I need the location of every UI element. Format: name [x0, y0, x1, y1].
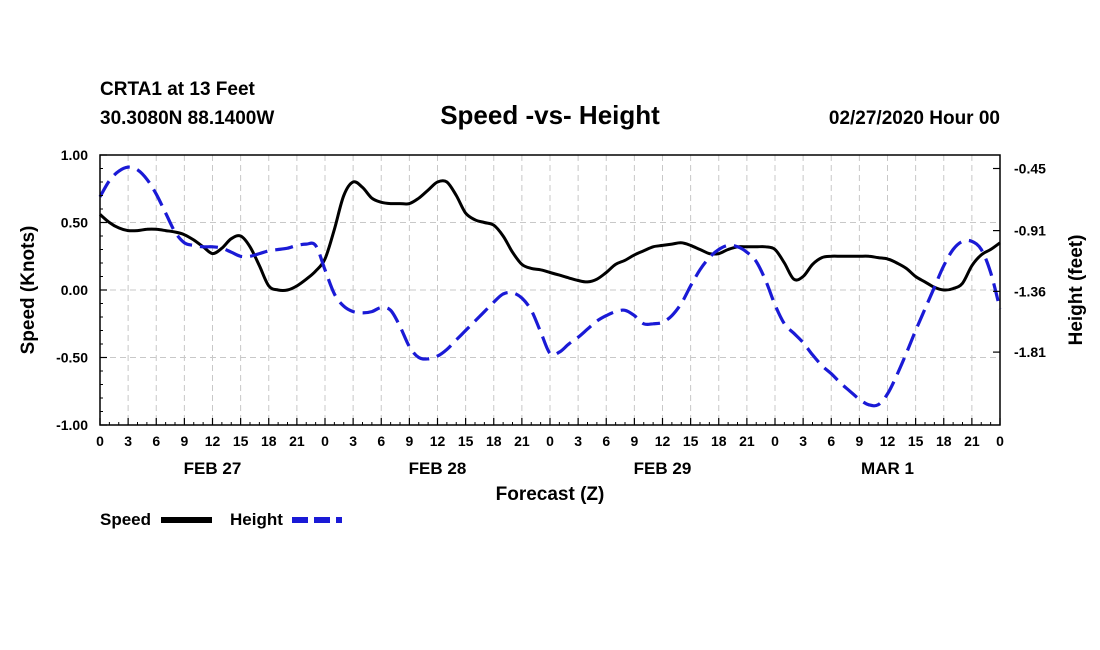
x-tick-label: 0	[96, 433, 104, 449]
x-tick-label: 15	[683, 433, 699, 449]
x-tick-label: 21	[514, 433, 530, 449]
day-label: MAR 1	[861, 459, 914, 478]
speed-series-line	[99, 179, 1001, 293]
y2-tick-label: -0.45	[1014, 161, 1046, 177]
legend-height-label: Height	[230, 510, 283, 529]
chart-title: Speed -vs- Height	[440, 100, 660, 130]
x-tick-label: 3	[799, 433, 807, 449]
x-tick-label: 12	[430, 433, 446, 449]
axes: 0 3 6 9 12 15 18 21 0 3 6 9 12 15 18 21 0 3 6 9 12 15 18 21 0 3 6 9…	[56, 147, 1046, 478]
x-tick-label: 6	[827, 433, 835, 449]
x-tick-label: 18	[261, 433, 277, 449]
x-tick-label: 21	[289, 433, 305, 449]
x-tick-label: 0	[771, 433, 779, 449]
x-tick-label: 9	[630, 433, 638, 449]
y-tick-label: 1.00	[61, 147, 88, 163]
x-tick-label: 15	[458, 433, 474, 449]
x-tick-label: 9	[855, 433, 863, 449]
x-tick-label: 9	[180, 433, 188, 449]
y-axis-title: Speed (Knots)	[18, 226, 39, 355]
x-tick-label: 0	[546, 433, 554, 449]
x-tick-label: 15	[233, 433, 249, 449]
x-tick-label: 3	[349, 433, 357, 449]
x-tick-label: 6	[377, 433, 385, 449]
x-tick-label: 12	[880, 433, 896, 449]
y-tick-label: 0.00	[61, 282, 88, 298]
x-tick-label: 12	[655, 433, 671, 449]
height-series-line	[98, 165, 1002, 408]
grid-lines	[100, 155, 1000, 425]
x-axis-title: Forecast (Z)	[496, 484, 605, 505]
y2-tick-label: -1.81	[1014, 344, 1046, 360]
x-tick-label: 3	[124, 433, 132, 449]
day-label: FEB 29	[634, 459, 692, 478]
x-tick-label: 3	[574, 433, 582, 449]
legend: Speed Height	[100, 510, 342, 529]
x-tick-label: 18	[486, 433, 502, 449]
y-tick-label: 0.50	[61, 215, 88, 231]
x-tick-label: 21	[739, 433, 755, 449]
y-tick-label: -0.50	[56, 350, 88, 366]
series-lines	[98, 165, 1002, 408]
x-tick-label: 0	[996, 433, 1004, 449]
legend-speed-label: Speed	[100, 510, 151, 529]
x-tick-label: 12	[205, 433, 221, 449]
x-tick-label: 18	[936, 433, 952, 449]
x-tick-label: 18	[711, 433, 727, 449]
day-label: FEB 28	[409, 459, 467, 478]
day-label: FEB 27	[184, 459, 242, 478]
y-tick-label: -1.00	[56, 417, 88, 433]
station-label: CRTA1 at 13 Feet	[100, 79, 256, 100]
x-tick-label: 21	[964, 433, 980, 449]
x-tick-label: 0	[321, 433, 329, 449]
x-tick-label: 6	[602, 433, 610, 449]
x-tick-label: 6	[152, 433, 160, 449]
x-tick-label: 9	[405, 433, 413, 449]
y2-tick-label: -0.91	[1014, 223, 1046, 239]
y2-axis-title: Height (feet)	[1066, 235, 1087, 346]
coords-label: 30.3080N 88.1400W	[100, 108, 274, 129]
y2-tick-label: -1.36	[1014, 283, 1046, 299]
datetime-label: 02/27/2020 Hour 00	[829, 108, 1000, 129]
x-tick-label: 15	[908, 433, 924, 449]
